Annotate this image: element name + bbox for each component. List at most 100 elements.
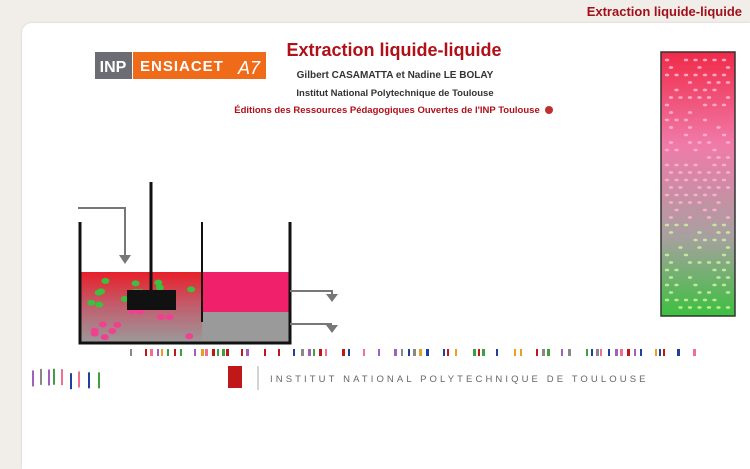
bar-stripe: [217, 349, 219, 356]
droplet: [98, 321, 107, 328]
outlet-light-arrow: [326, 294, 338, 302]
droplet: [725, 216, 731, 219]
bar-stripe: [677, 349, 680, 356]
logo-ensiacet: ENSIACET: [140, 58, 224, 75]
droplet: [664, 118, 670, 122]
droplet: [702, 193, 708, 197]
barcode-decoration: [32, 349, 696, 390]
droplet: [664, 163, 670, 167]
droplet: [712, 148, 717, 152]
droplet: [187, 286, 196, 293]
droplet: [668, 96, 674, 99]
droplet: [664, 253, 670, 257]
droplet: [725, 246, 731, 249]
droplet: [108, 328, 117, 335]
bar-stripe: [167, 349, 169, 356]
droplet: [693, 283, 698, 287]
droplet: [674, 223, 679, 227]
cover-authors: Gilbert CASAMATTA et Nadine LE BOLAY: [297, 70, 494, 81]
droplet: [706, 81, 712, 84]
bar-stripe: [222, 349, 225, 356]
droplet: [725, 306, 731, 309]
droplet: [683, 223, 689, 227]
bar-stripe: [293, 349, 295, 356]
droplet: [716, 186, 721, 189]
droplet: [678, 171, 683, 174]
droplet: [674, 88, 679, 92]
droplet: [113, 321, 122, 328]
droplet: [674, 73, 679, 77]
bar-stripe: [447, 349, 449, 356]
droplet: [712, 208, 717, 212]
bar-stripe: [325, 349, 327, 356]
droplet: [664, 268, 670, 272]
bar-stripe: [319, 349, 322, 356]
bar-stripe: [32, 370, 34, 387]
droplet: [725, 141, 731, 144]
bar-stripe: [413, 349, 416, 356]
droplet: [693, 178, 698, 182]
droplet: [687, 216, 693, 219]
inp-emblem: [228, 366, 242, 388]
droplet: [664, 148, 670, 152]
droplet: [674, 193, 679, 197]
droplet: [687, 96, 693, 99]
bar-stripe: [363, 349, 365, 356]
droplet: [674, 208, 679, 212]
bar-stripe: [600, 349, 602, 356]
bar-stripe: [194, 349, 196, 356]
bar-stripe: [455, 349, 457, 356]
droplet: [716, 171, 721, 174]
droplet: [668, 111, 674, 114]
droplet: [156, 313, 165, 320]
droplet: [683, 193, 689, 197]
bar-stripe: [394, 349, 397, 356]
droplet: [101, 278, 110, 285]
droplet: [664, 223, 670, 227]
bar-stripe: [419, 349, 422, 356]
droplet: [702, 103, 708, 107]
droplet: [674, 268, 679, 272]
bar-stripe: [241, 349, 243, 356]
bar-stripe: [212, 349, 215, 356]
bar-stripe: [627, 349, 630, 356]
bar-stripe: [246, 349, 249, 356]
droplet: [712, 298, 717, 302]
droplet: [693, 58, 698, 62]
droplet: [716, 81, 721, 84]
droplet: [721, 103, 727, 107]
droplet: [725, 261, 731, 264]
droplet: [725, 291, 731, 294]
bar-stripe: [615, 349, 618, 356]
droplet: [693, 238, 698, 242]
bar-stripe: [278, 349, 280, 356]
droplet: [706, 261, 712, 264]
impeller: [127, 290, 176, 310]
droplet: [674, 298, 679, 302]
droplet: [725, 156, 731, 159]
droplet: [702, 178, 708, 182]
bar-stripe: [443, 349, 445, 356]
bar-stripe: [226, 349, 229, 356]
droplet: [683, 58, 689, 62]
droplet: [683, 118, 689, 122]
droplet: [697, 66, 702, 69]
bar-stripe: [201, 349, 204, 356]
bar-stripe: [536, 349, 538, 356]
droplet: [165, 314, 174, 321]
droplet: [693, 73, 698, 77]
droplet: [693, 163, 698, 167]
bar-stripe: [473, 349, 476, 356]
droplet: [664, 178, 670, 182]
bar-stripe: [78, 371, 80, 388]
bar-stripe: [342, 349, 345, 356]
bar-stripe: [640, 349, 642, 356]
droplet: [721, 238, 727, 242]
droplet: [716, 276, 721, 279]
droplet: [154, 279, 163, 286]
droplet: [664, 298, 670, 302]
bar-stripe: [634, 349, 636, 356]
bar-stripe: [308, 349, 311, 356]
bar-stripe: [61, 369, 63, 386]
droplet: [721, 268, 727, 272]
